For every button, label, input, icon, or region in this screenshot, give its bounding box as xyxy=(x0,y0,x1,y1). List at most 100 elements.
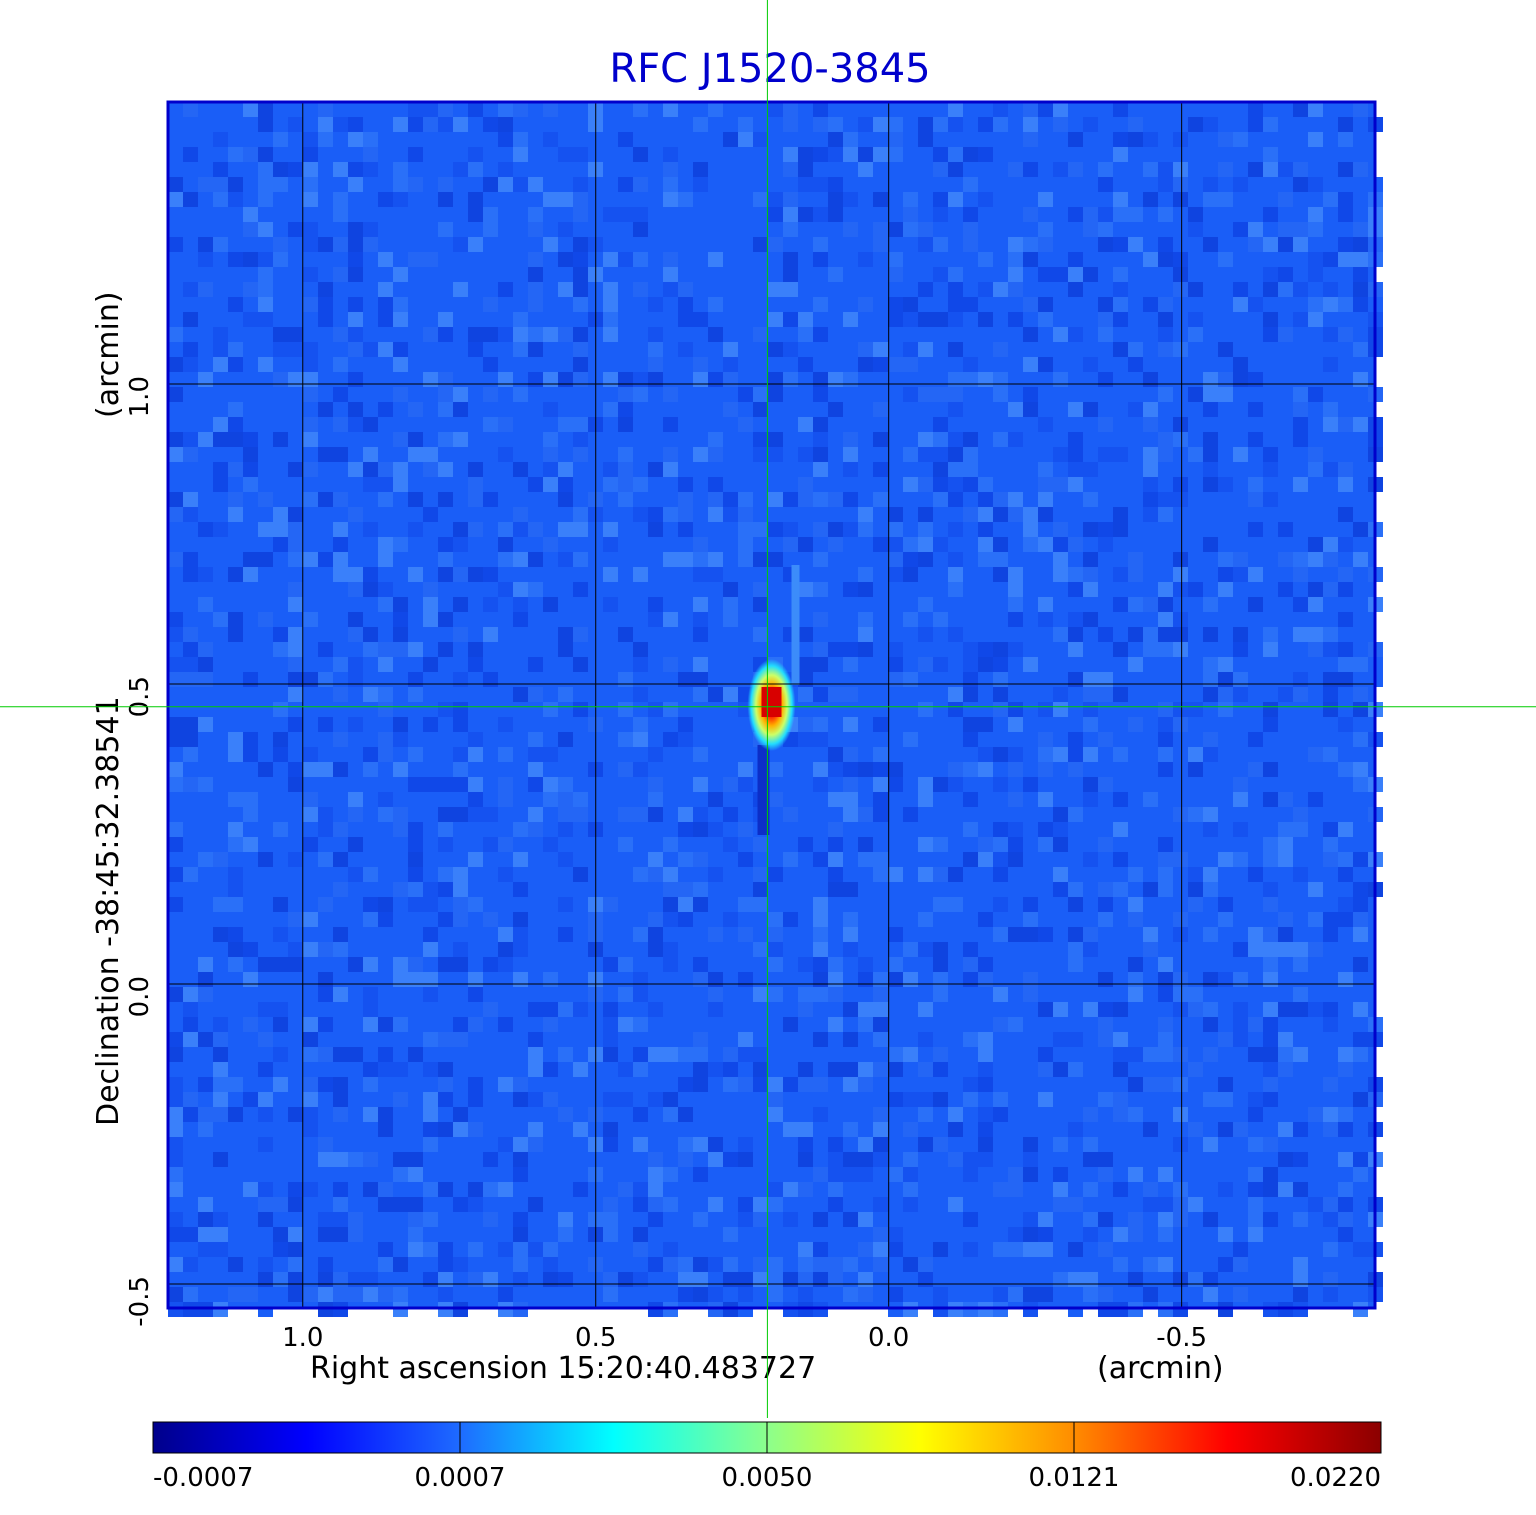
noise-pixel xyxy=(963,852,978,867)
noise-pixel xyxy=(648,1047,663,1062)
noise-pixel xyxy=(1053,552,1068,567)
noise-pixel xyxy=(273,702,288,717)
noise-pixel xyxy=(738,927,753,942)
noise-pixel xyxy=(663,192,678,207)
noise-pixel xyxy=(273,237,288,252)
noise-pixel xyxy=(273,642,288,657)
noise-pixel xyxy=(693,1137,708,1152)
noise-pixel xyxy=(243,357,258,372)
noise-pixel xyxy=(678,1257,693,1272)
noise-pixel xyxy=(663,1242,678,1257)
noise-pixel xyxy=(513,612,528,627)
noise-pixel xyxy=(558,327,573,342)
noise-pixel xyxy=(438,867,453,882)
noise-pixel xyxy=(393,1287,408,1302)
noise-pixel xyxy=(1023,117,1038,132)
noise-pixel xyxy=(783,207,798,222)
noise-pixel xyxy=(213,1107,228,1122)
noise-pixel xyxy=(348,867,363,882)
noise-pixel xyxy=(228,732,243,747)
noise-pixel xyxy=(1248,1137,1263,1152)
noise-pixel xyxy=(1353,222,1368,237)
noise-pixel xyxy=(1338,582,1353,597)
noise-pixel xyxy=(543,462,558,477)
noise-pixel xyxy=(1068,477,1083,492)
noise-pixel xyxy=(633,732,648,747)
noise-pixel xyxy=(468,807,483,822)
noise-pixel xyxy=(1128,1077,1143,1092)
noise-pixel xyxy=(903,1197,918,1212)
noise-pixel xyxy=(513,1137,528,1152)
noise-pixel xyxy=(723,492,738,507)
noise-pixel xyxy=(573,1002,588,1017)
noise-pixel xyxy=(183,867,198,882)
noise-pixel xyxy=(468,1092,483,1107)
noise-pixel xyxy=(168,717,183,732)
noise-pixel xyxy=(453,117,468,132)
noise-pixel xyxy=(888,297,903,312)
noise-pixel xyxy=(183,1227,198,1242)
noise-pixel xyxy=(363,432,378,447)
noise-pixel xyxy=(318,762,333,777)
noise-pixel xyxy=(1038,1242,1053,1257)
noise-pixel xyxy=(1023,807,1038,822)
noise-pixel xyxy=(903,807,918,822)
colorbar-tick-label: 0.0220 xyxy=(1290,1463,1381,1493)
noise-pixel xyxy=(528,1032,543,1047)
noise-pixel xyxy=(768,297,783,312)
noise-pixel xyxy=(528,807,543,822)
noise-pixel xyxy=(783,1272,798,1287)
noise-pixel xyxy=(438,837,453,852)
noise-pixel xyxy=(933,417,948,432)
noise-pixel xyxy=(738,492,753,507)
noise-pixel xyxy=(633,1287,648,1302)
noise-pixel xyxy=(1203,867,1218,882)
noise-pixel xyxy=(333,192,348,207)
noise-pixel xyxy=(1158,882,1173,897)
noise-pixel xyxy=(1188,762,1203,777)
noise-pixel xyxy=(1038,537,1053,552)
noise-pixel xyxy=(1308,222,1323,237)
noise-pixel xyxy=(1338,207,1353,222)
noise-pixel xyxy=(1023,1137,1038,1152)
noise-pixel xyxy=(213,192,228,207)
noise-pixel xyxy=(1203,1002,1218,1017)
noise-pixel xyxy=(1128,867,1143,882)
noise-pixel xyxy=(168,1077,183,1092)
noise-pixel xyxy=(1158,837,1173,852)
colorbar-tick-label: 0.0050 xyxy=(722,1463,813,1493)
noise-pixel xyxy=(948,117,963,132)
noise-pixel xyxy=(1113,147,1128,162)
noise-pixel xyxy=(453,282,468,297)
noise-pixel xyxy=(1338,612,1353,627)
noise-pixel xyxy=(753,837,768,852)
noise-pixel xyxy=(483,387,498,402)
noise-pixel xyxy=(1038,822,1053,837)
noise-pixel xyxy=(1053,657,1068,672)
noise-pixel xyxy=(483,957,498,972)
noise-pixel xyxy=(1098,627,1113,642)
y-axis-label: Declination -38:45:32.38541 xyxy=(91,696,126,1126)
noise-pixel xyxy=(993,777,1008,792)
noise-pixel xyxy=(1128,1167,1143,1182)
noise-pixel xyxy=(243,942,258,957)
noise-pixel xyxy=(993,567,1008,582)
noise-pixel xyxy=(288,1227,303,1242)
noise-pixel xyxy=(1008,267,1023,282)
noise-pixel xyxy=(813,927,828,942)
noise-pixel xyxy=(1203,402,1218,417)
noise-pixel xyxy=(438,702,453,717)
noise-pixel xyxy=(1173,987,1188,1002)
noise-pixel xyxy=(738,1047,753,1062)
noise-pixel xyxy=(573,252,588,267)
noise-pixel xyxy=(888,252,903,267)
noise-pixel xyxy=(393,1047,408,1062)
noise-pixel xyxy=(1338,762,1353,777)
noise-pixel xyxy=(498,477,513,492)
noise-pixel xyxy=(618,387,633,402)
noise-pixel xyxy=(693,447,708,462)
noise-pixel xyxy=(453,432,468,447)
noise-pixel xyxy=(1308,492,1323,507)
noise-pixel xyxy=(1323,177,1338,192)
y-tick-label: -0.5 xyxy=(125,1276,155,1327)
